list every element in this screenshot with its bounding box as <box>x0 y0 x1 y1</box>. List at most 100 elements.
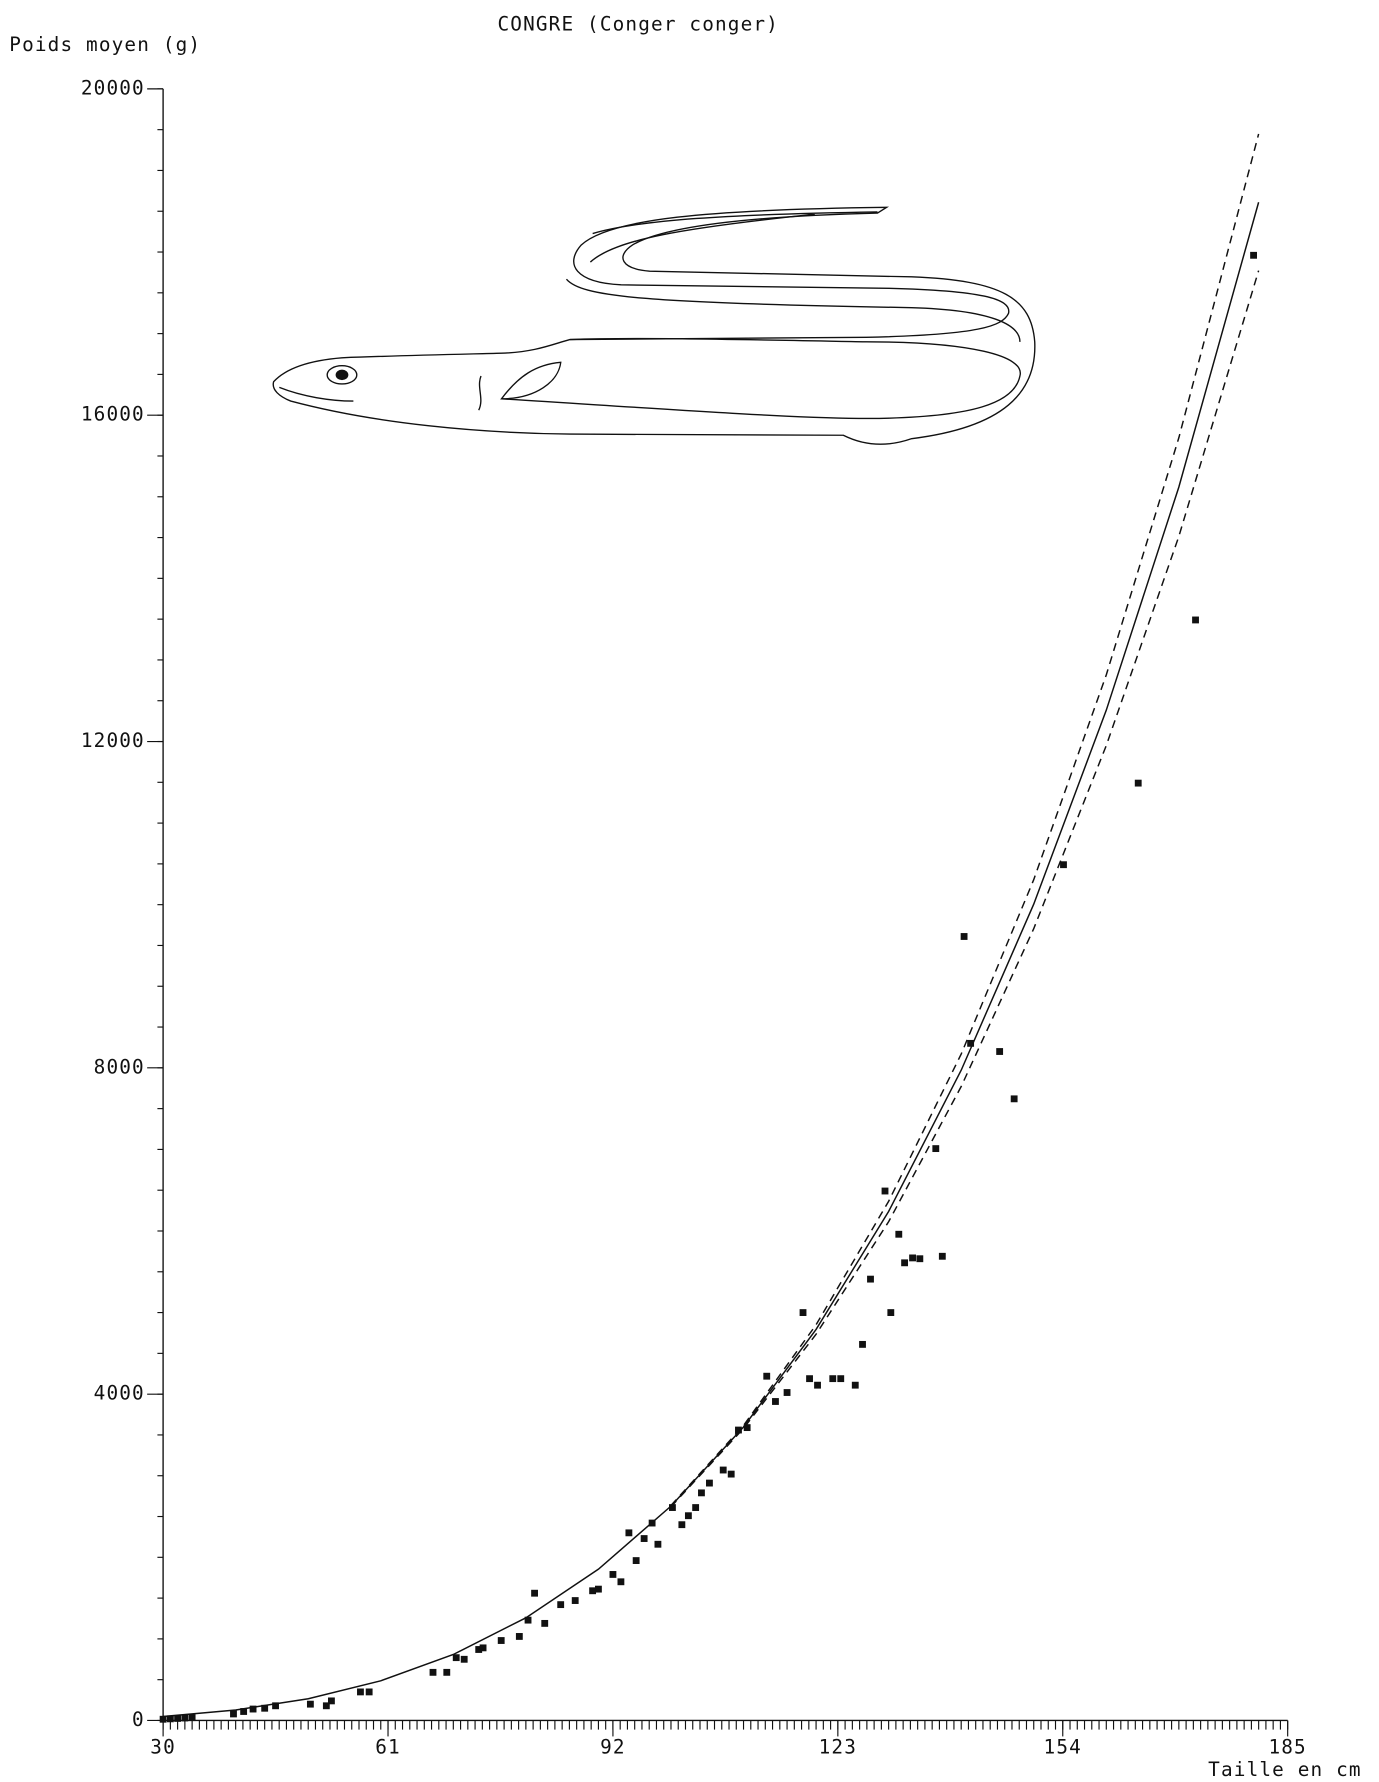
data-point <box>595 1585 602 1593</box>
y-tick-label: 16000 <box>81 403 145 426</box>
data-point <box>524 1616 532 1624</box>
fish-coil-inner <box>565 278 1021 342</box>
data-point <box>799 1309 807 1316</box>
data-point <box>557 1601 565 1609</box>
y-tick-label: 0 <box>132 1708 145 1731</box>
data-point <box>859 1340 866 1348</box>
data-point <box>181 1714 189 1722</box>
data-point <box>1250 251 1257 259</box>
x-tick-label: 30 <box>150 1735 176 1758</box>
data-point <box>328 1697 335 1705</box>
x-tick-label: 92 <box>600 1735 626 1758</box>
data-point <box>272 1702 279 1710</box>
y-axis-label: Poids moyen (g) <box>9 33 201 56</box>
fish-outline <box>272 206 1036 445</box>
fish-coil <box>501 337 1021 420</box>
data-point <box>867 1275 874 1283</box>
data-point <box>249 1705 257 1713</box>
data-point <box>515 1633 523 1640</box>
data-point <box>571 1597 579 1604</box>
data-point <box>609 1571 617 1578</box>
data-point <box>806 1375 813 1383</box>
data-point <box>541 1619 549 1627</box>
data-point <box>901 1259 909 1267</box>
y-tick-label: 4000 <box>94 1382 145 1405</box>
data-point <box>763 1372 771 1380</box>
data-point <box>851 1381 859 1389</box>
data-point <box>654 1540 662 1548</box>
fish-dorsal <box>589 211 878 263</box>
data-point <box>837 1375 845 1383</box>
data-point <box>909 1254 916 1262</box>
fish-mouth <box>279 386 354 402</box>
data-point <box>640 1535 648 1542</box>
fish-eye <box>326 365 358 385</box>
chart-title: CONGRE (Conger conger) <box>497 13 778 36</box>
data-point <box>719 1466 727 1474</box>
data-point <box>261 1704 269 1712</box>
data-point <box>230 1710 237 1718</box>
data-point <box>365 1688 373 1696</box>
data-point <box>1060 861 1067 869</box>
x-axis-label: Taille en cm <box>1208 1758 1362 1781</box>
data-point <box>772 1398 779 1405</box>
data-point <box>188 1714 196 1722</box>
data-point <box>1010 1095 1018 1103</box>
data-point <box>881 1187 889 1195</box>
data-point <box>306 1700 314 1708</box>
y-tick-label: 20000 <box>81 76 145 99</box>
x-tick-label: 154 <box>1044 1735 1082 1758</box>
y-tick-label: 12000 <box>81 729 145 752</box>
data-point <box>625 1529 633 1537</box>
data-point <box>632 1557 640 1564</box>
data-point <box>1192 616 1199 624</box>
data-point <box>669 1504 676 1511</box>
data-point <box>589 1587 597 1595</box>
confidence-curve <box>670 270 1260 1508</box>
data-point <box>887 1309 895 1316</box>
data-point <box>967 1039 975 1047</box>
fish-pectoral <box>500 361 562 400</box>
data-point <box>240 1708 248 1715</box>
data-point <box>996 1048 1004 1055</box>
data-point <box>497 1637 505 1644</box>
data-point <box>531 1589 538 1597</box>
data-point <box>452 1654 460 1662</box>
data-point <box>678 1521 686 1529</box>
data-point <box>1134 779 1142 787</box>
data-point <box>617 1578 625 1586</box>
data-point <box>743 1424 751 1432</box>
data-point <box>960 933 968 940</box>
data-point <box>727 1470 735 1478</box>
data-point <box>429 1668 437 1676</box>
y-tick-label: 8000 <box>94 1055 145 1078</box>
data-point <box>443 1668 451 1676</box>
data-point <box>684 1512 692 1520</box>
data-point <box>692 1504 700 1511</box>
data-point <box>814 1381 821 1389</box>
x-tick-label: 61 <box>375 1735 401 1758</box>
fish-illustration <box>272 206 1036 445</box>
data-point <box>159 1715 167 1723</box>
data-point <box>174 1715 182 1722</box>
data-point <box>916 1255 924 1263</box>
data-point <box>895 1230 903 1238</box>
data-point <box>357 1688 364 1696</box>
fish-gill <box>478 375 482 411</box>
data-point <box>475 1646 483 1653</box>
data-point <box>783 1389 791 1396</box>
data-point <box>932 1145 940 1153</box>
data-point <box>322 1702 330 1710</box>
x-tick-label: 185 <box>1268 1735 1306 1758</box>
x-tick-label: 123 <box>819 1735 857 1758</box>
data-point <box>938 1252 946 1260</box>
data-point <box>479 1644 487 1652</box>
fit-curve <box>163 202 1260 1718</box>
data-point <box>698 1489 705 1497</box>
data-point <box>706 1479 713 1487</box>
confidence-curve <box>670 133 1260 1506</box>
data-point <box>829 1375 837 1383</box>
data-point <box>166 1715 174 1723</box>
